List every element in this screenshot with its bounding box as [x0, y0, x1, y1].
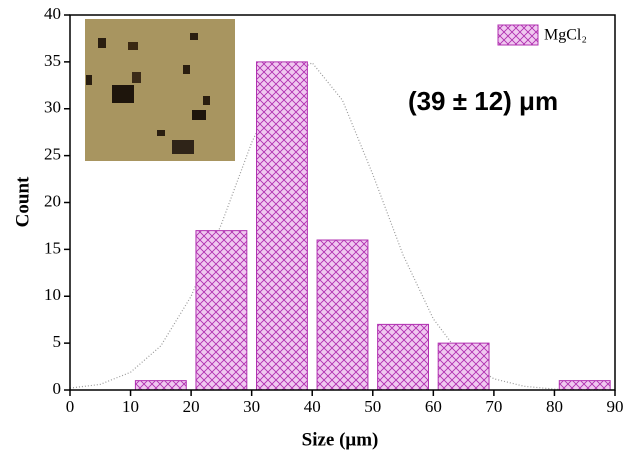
- y-tick-label: 15: [44, 238, 61, 257]
- x-tick-label: 30: [243, 397, 260, 416]
- bar: [317, 240, 368, 390]
- x-tick-label: 40: [304, 397, 321, 416]
- inset-photo: [85, 19, 235, 161]
- y-tick-label: 25: [44, 145, 61, 164]
- y-tick-label: 10: [44, 285, 61, 304]
- y-tick-label: 30: [44, 98, 61, 117]
- x-tick-label: 50: [364, 397, 381, 416]
- legend-swatch: [498, 25, 538, 45]
- x-tick-label: 70: [485, 397, 502, 416]
- bar: [196, 231, 247, 390]
- bar: [559, 381, 610, 390]
- x-axis-label: Size (μm): [302, 429, 379, 450]
- y-tick-label: 20: [44, 191, 61, 210]
- annotation: (39 ± 12) μm: [408, 86, 558, 116]
- x-tick-label: 60: [425, 397, 442, 416]
- x-tick-label: 10: [122, 397, 139, 416]
- x-tick-label: 90: [607, 397, 623, 416]
- y-tick-label: 40: [44, 4, 61, 23]
- x-tick-label: 20: [183, 397, 200, 416]
- bar: [378, 324, 429, 390]
- y-axis-label: Count: [12, 176, 33, 227]
- bar: [135, 381, 186, 390]
- y-tick-label: 0: [53, 379, 62, 398]
- bar: [257, 62, 308, 390]
- chart: (39 ± 12) μm MgCl₂ Size (μm) Count 0 10 20…: [0, 0, 623, 461]
- y-tick-label: 35: [44, 51, 61, 70]
- y-tick-label: 5: [53, 332, 62, 351]
- x-tick-label: 0: [66, 397, 75, 416]
- bar: [438, 343, 489, 390]
- legend-label: MgCl₂: [544, 27, 587, 44]
- x-tick-label: 80: [546, 397, 563, 416]
